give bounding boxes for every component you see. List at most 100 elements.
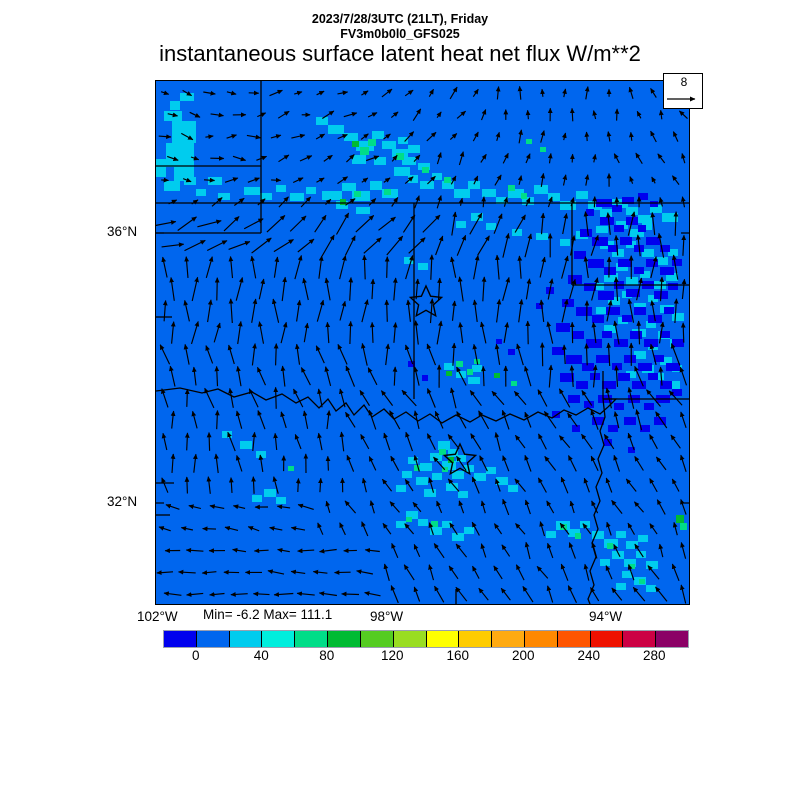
wind-vector <box>473 254 480 280</box>
wind-vector <box>472 299 478 322</box>
wind-vector <box>592 364 598 388</box>
wind-vector <box>339 300 347 321</box>
wind-vector <box>391 154 398 162</box>
wind-vector <box>515 564 525 581</box>
wind-vector <box>227 344 235 365</box>
wind-vector <box>278 196 289 208</box>
wind-vector <box>413 543 421 558</box>
wind-vector <box>294 255 303 280</box>
wind-vector <box>380 390 394 406</box>
wind-vector <box>224 177 239 183</box>
wind-vector <box>227 431 236 452</box>
wind-vector <box>252 591 270 597</box>
wind-vector <box>449 86 458 100</box>
wind-vector <box>536 566 549 579</box>
colorbar-segment <box>524 631 558 647</box>
wind-vector <box>345 411 356 428</box>
lon-label-98w: 98°W <box>370 609 404 624</box>
wind-vector <box>405 255 414 280</box>
wind-vector <box>456 411 467 429</box>
wind-vector <box>391 197 399 207</box>
wind-vector <box>383 177 391 183</box>
wind-vector <box>480 500 486 514</box>
wind-vector <box>167 112 179 118</box>
wind-vector <box>348 277 354 301</box>
wind-vector <box>426 388 436 408</box>
colorbar[interactable] <box>163 630 689 648</box>
wind-vector <box>546 542 554 559</box>
wind-vector <box>560 563 569 581</box>
wind-vector <box>206 476 212 494</box>
wind-vector <box>325 455 331 471</box>
wind-vector <box>670 343 681 366</box>
wind-vector <box>680 322 686 343</box>
wind-vector <box>389 501 400 513</box>
wind-vector <box>613 234 619 256</box>
wind-vector <box>480 109 487 121</box>
wind-vector <box>180 526 194 531</box>
wind-vector <box>478 410 490 430</box>
wind-vector <box>360 433 370 450</box>
wind-vector <box>472 343 479 365</box>
wind-vector <box>614 108 620 121</box>
wind-vector <box>426 343 437 366</box>
wind-vector <box>158 526 171 532</box>
wind-vector <box>343 111 358 118</box>
wind-vector <box>366 155 380 162</box>
wind-vector <box>213 322 221 343</box>
wind-vector <box>226 134 237 139</box>
wind-vector <box>449 387 457 409</box>
wind-vector <box>269 89 283 97</box>
wind-vector <box>567 412 578 427</box>
wind-vector <box>583 211 589 236</box>
wind-vector <box>655 456 667 471</box>
wind-vector <box>169 365 176 387</box>
wind-vector <box>367 367 378 386</box>
wind-vector <box>161 432 168 451</box>
wind-vector <box>253 548 269 554</box>
wind-vector <box>451 342 457 366</box>
wind-vector <box>436 320 443 345</box>
wind-vector <box>581 433 593 450</box>
wind-vector <box>271 298 280 323</box>
wind-vector <box>634 456 644 471</box>
wind-vector <box>627 564 635 581</box>
wind-vector <box>294 343 301 365</box>
wind-vector <box>548 364 554 388</box>
wind-vector <box>337 176 348 185</box>
wind-vector <box>182 89 192 97</box>
wind-vector <box>651 176 657 184</box>
wind-vector <box>525 153 531 164</box>
wind-vector <box>278 154 290 163</box>
wind-vector <box>590 455 599 472</box>
wind-vector <box>560 476 569 494</box>
wind-vector <box>368 198 377 206</box>
wind-vector <box>168 199 178 205</box>
wind-vector <box>405 344 414 365</box>
wind-vector <box>235 454 243 472</box>
wind-vector <box>495 86 501 100</box>
map-plot-area[interactable] <box>155 80 690 605</box>
wind-vector <box>277 547 290 553</box>
wind-vector <box>360 133 369 140</box>
wind-vector <box>524 233 533 258</box>
wind-vector <box>658 109 664 120</box>
wind-vector <box>277 110 290 119</box>
wind-vector <box>584 86 590 100</box>
wind-vector <box>185 547 204 553</box>
wind-vector <box>517 175 523 185</box>
wind-vector <box>403 564 415 581</box>
wind-vector <box>458 321 464 344</box>
wind-vector <box>203 90 216 96</box>
wind-vector <box>321 234 335 257</box>
wind-vector <box>214 410 220 430</box>
wind-vector <box>228 298 234 324</box>
wind-vector <box>363 237 382 254</box>
wind-vector <box>605 387 612 409</box>
wind-vector <box>422 214 441 233</box>
wind-vector <box>184 432 190 451</box>
wind-vector <box>591 321 597 344</box>
colorbar-segment <box>590 631 624 647</box>
wind-vector <box>456 455 467 472</box>
wind-vector <box>183 343 190 365</box>
